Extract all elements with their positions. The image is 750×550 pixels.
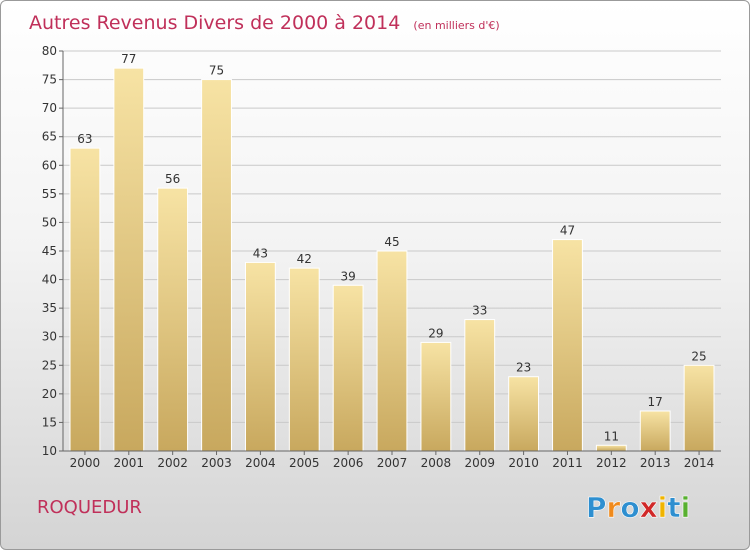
bar-2002 <box>157 187 189 452</box>
y-tick-label: 50 <box>42 215 57 229</box>
chart-title-text: Autres Revenus Divers de 2000 à 2014 <box>29 12 400 34</box>
bar-2010 <box>508 376 540 452</box>
logo-letter: P <box>586 491 607 524</box>
bar-value-label: 39 <box>340 269 355 283</box>
x-tick-label: 2007 <box>377 456 408 470</box>
bar-2004 <box>244 261 276 452</box>
bar-2008 <box>420 341 452 452</box>
bar-value-label: 33 <box>472 304 487 318</box>
x-tick-label: 2012 <box>596 456 627 470</box>
x-tick-label: 2014 <box>684 456 715 470</box>
bars <box>69 67 715 452</box>
x-tick-label: 2009 <box>464 456 495 470</box>
x-tick-label: 2005 <box>289 456 320 470</box>
bar-2005 <box>288 267 320 452</box>
logo-letter: i <box>658 491 668 524</box>
bar-value-label: 17 <box>648 395 663 409</box>
bar-value-label: 77 <box>121 52 136 66</box>
x-tick-label: 2011 <box>552 456 583 470</box>
y-tick-label: 25 <box>42 358 57 372</box>
x-tick-label: 2002 <box>157 456 188 470</box>
x-tick-label: 2003 <box>201 456 232 470</box>
bar-2009 <box>464 319 496 452</box>
x-tick-label: 2008 <box>421 456 452 470</box>
bar-value-label: 43 <box>253 246 268 260</box>
y-tick-label: 30 <box>42 330 57 344</box>
bar-2001 <box>113 67 145 452</box>
y-tick-label: 45 <box>42 244 57 258</box>
bar-value-label: 75 <box>209 64 224 78</box>
bar-value-label: 45 <box>384 235 399 249</box>
y-tick-label: 60 <box>42 158 57 172</box>
logo-letter: i <box>681 491 691 524</box>
y-tick-label: 65 <box>42 130 57 144</box>
x-tick-label: 2004 <box>245 456 276 470</box>
bar-2011 <box>552 239 583 452</box>
logo-letter: x <box>640 491 658 524</box>
bar-value-label: 11 <box>604 429 619 443</box>
x-tick-label: 2006 <box>333 456 364 470</box>
commune-name: ROQUEDUR <box>37 497 142 518</box>
bar-value-label: 29 <box>428 326 443 340</box>
y-tick-label: 15 <box>42 415 57 429</box>
proxiti-logo: Proxiti <box>586 491 690 524</box>
bar-value-label: 56 <box>165 172 180 186</box>
logo-letter: r <box>607 491 621 524</box>
x-tick-label: 2000 <box>70 456 101 470</box>
bar-value-label: 63 <box>77 132 92 146</box>
chart-title: Autres Revenus Divers de 2000 à 2014 (en… <box>29 12 500 34</box>
logo-letter: o <box>620 491 639 524</box>
logo-letter: t <box>667 491 680 524</box>
y-tick-label: 55 <box>42 187 57 201</box>
bar-value-label: 25 <box>691 349 706 363</box>
bar-value-labels: 63 77 56 75 43 42 39 45 29 33 23 47 11 17 25 <box>77 52 706 443</box>
bar-2000 <box>69 147 101 452</box>
y-tick-label: 20 <box>42 387 57 401</box>
bar-2014 <box>683 364 715 452</box>
bar-value-label: 23 <box>516 361 531 375</box>
bar-value-label: 47 <box>560 224 575 238</box>
y-tick-label: 75 <box>42 73 57 87</box>
y-tick-label: 70 <box>42 101 57 115</box>
y-tick-label: 10 <box>42 444 57 458</box>
x-tick-label: 2001 <box>114 456 145 470</box>
x-axis-ticks: 2000 2001 2002 2003 2004 2005 2006 2007 2008 2009… <box>70 451 715 470</box>
y-tick-label: 80 <box>42 44 57 58</box>
bar-2007 <box>376 250 408 452</box>
bar-2003 <box>201 79 232 452</box>
x-tick-label: 2010 <box>508 456 539 470</box>
y-tick-label: 35 <box>42 301 57 315</box>
chart-subtitle: (en milliers d'€) <box>413 19 499 32</box>
bar-2013 <box>639 410 671 452</box>
bar-value-label: 42 <box>297 252 312 266</box>
y-tick-label: 40 <box>42 273 57 287</box>
x-tick-label: 2013 <box>640 456 671 470</box>
bar-2006 <box>332 284 364 452</box>
bar-2012 <box>595 444 627 452</box>
